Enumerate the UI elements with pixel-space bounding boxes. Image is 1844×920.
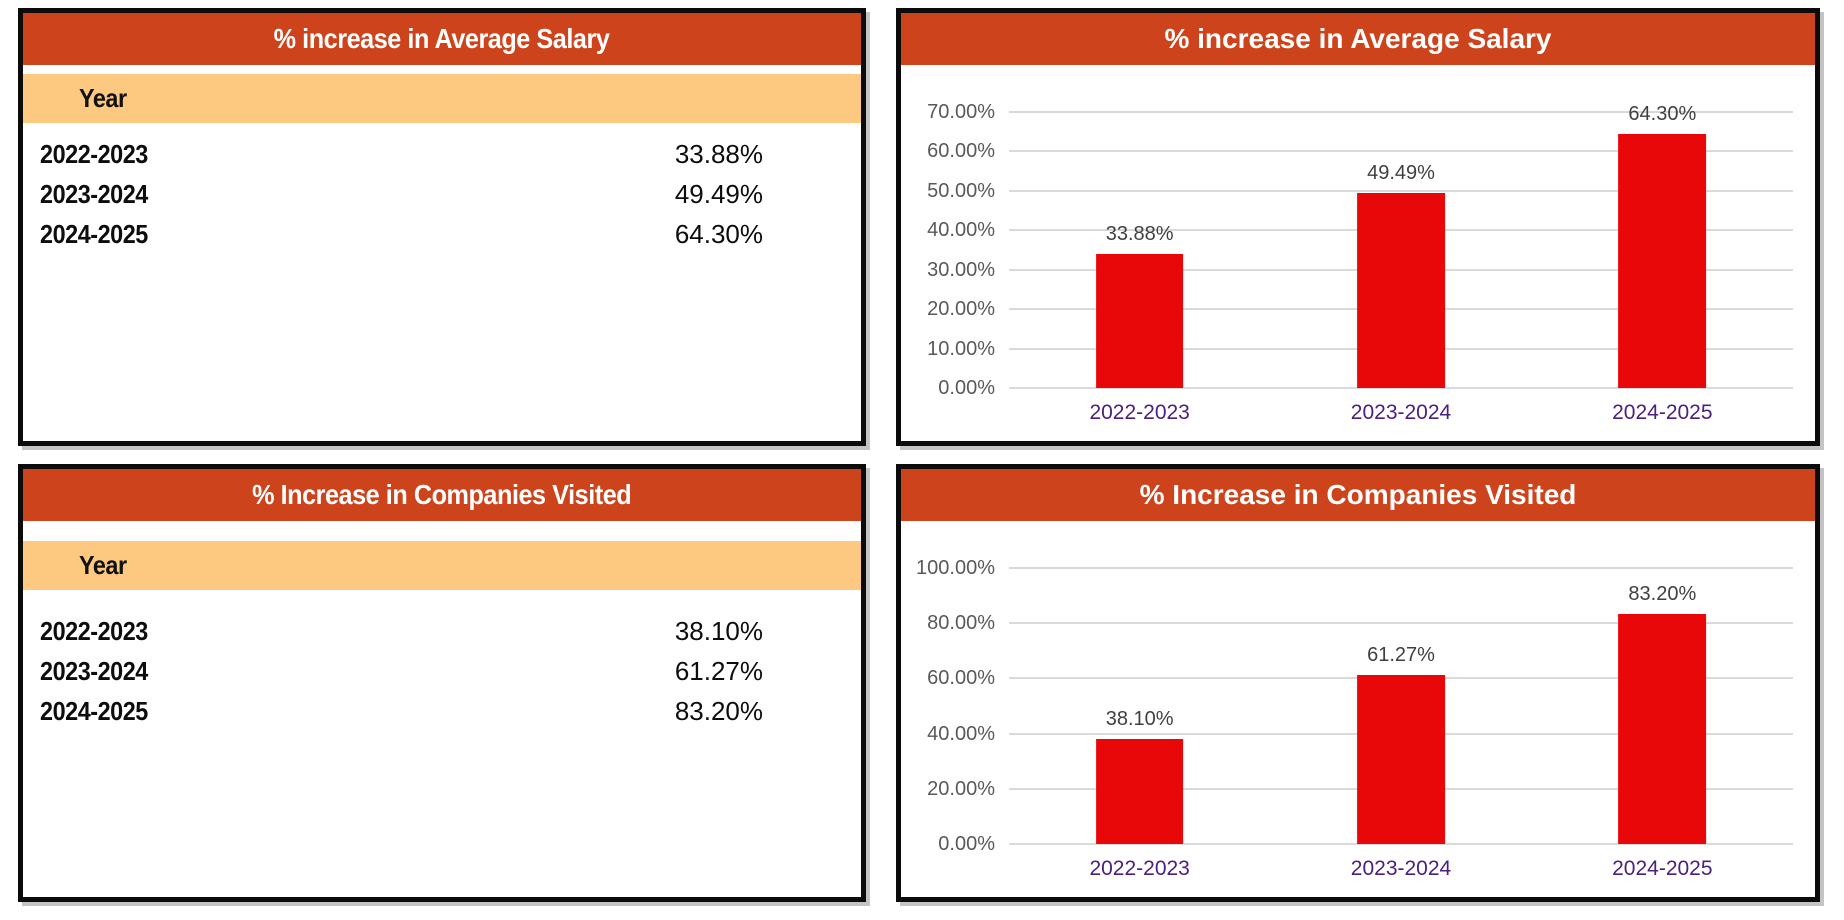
value-cell: 64.30% [674, 218, 763, 249]
year-cell: 2023-2024 [40, 655, 148, 686]
x-axis-tick-label: 2022-2023 [1089, 857, 1190, 880]
salary-chart-title-text: % increase in Average Salary [1164, 23, 1552, 54]
y-axis-tick-label: 60.00% [927, 140, 995, 163]
value-cell: 61.27% [674, 655, 763, 686]
table-row: 2024-2025 64.30% [23, 214, 861, 254]
bar [1095, 738, 1184, 844]
bar-value-label: 64.30% [1628, 103, 1697, 126]
x-axis-tick-label: 2023-2024 [1350, 857, 1452, 880]
gridline [1009, 150, 1793, 153]
gridline [1009, 622, 1793, 625]
year-cell: 2022-2023 [40, 615, 148, 646]
gridline [1009, 189, 1793, 192]
companies-table-header-row: Year [23, 541, 861, 590]
y-axis-tick-label: 70.00% [927, 101, 995, 123]
y-axis-tick-label: 100.00% [916, 557, 995, 579]
companies-chart: 0.00% 20.00% 40.00% 60.00% 80.00% 100.00% 38.1… [901, 521, 1815, 897]
salary-chart-panel: % increase in Average Salary 0.00% 10.00%… [896, 8, 1820, 446]
value-cell: 49.49% [674, 178, 763, 209]
y-axis-tick-label: 50.00% [927, 179, 995, 202]
bar [1618, 134, 1707, 388]
table-row: 2022-2023 33.88% [23, 134, 861, 174]
y-axis-tick-label: 20.00% [927, 777, 995, 800]
spacer [23, 521, 861, 541]
bar [1618, 614, 1707, 844]
companies-table-title: % Increase in Companies Visited [23, 469, 861, 521]
gridline [1009, 567, 1793, 569]
bar-value-label: 33.88% [1105, 223, 1174, 246]
y-axis-tick-label: 40.00% [927, 219, 995, 242]
bar [1095, 254, 1184, 388]
table-row: 2023-2024 49.49% [23, 174, 861, 214]
table-row: 2022-2023 38.10% [23, 611, 861, 651]
value-cell: 33.88% [674, 138, 763, 169]
bar-value-label: 49.49% [1367, 161, 1435, 184]
gridline [1009, 387, 1793, 389]
companies-table-panel: % Increase in Companies Visited Year 202… [18, 464, 866, 902]
bar [1357, 674, 1445, 844]
value-cell: 83.20% [674, 695, 763, 726]
spacer [23, 65, 861, 74]
companies-chart-panel: % Increase in Companies Visited 0.00% 20.… [896, 464, 1820, 902]
x-axis-tick-label: 2024-2025 [1612, 401, 1713, 424]
bar-value-label: 83.20% [1628, 583, 1697, 606]
value-cell: 38.10% [674, 615, 763, 646]
y-axis-tick-label: 0.00% [938, 377, 995, 399]
bar-value-label: 61.27% [1367, 643, 1435, 666]
salary-chart-title: % increase in Average Salary [901, 13, 1815, 65]
bar [1357, 192, 1445, 388]
y-axis-tick-label: 30.00% [927, 258, 995, 281]
year-cell: 2024-2025 [40, 218, 148, 249]
salary-chart-plot-area: 0.00% 10.00% 20.00% 30.00% 40.00% 50.00% 60.00… [927, 102, 1793, 423]
y-axis-tick-label: 80.00% [927, 612, 995, 635]
salary-table-title: % increase in Average Salary [23, 13, 861, 65]
table-row: 2023-2024 61.27% [23, 651, 861, 691]
companies-chart-title: % Increase in Companies Visited [901, 469, 1815, 521]
companies-chart-plot-area: 0.00% 20.00% 40.00% 60.00% 80.00% 100.00% 38.1… [916, 558, 1793, 879]
spacer [23, 590, 861, 611]
salary-table-panel: % increase in Average Salary Year 2022-2… [18, 8, 866, 446]
companies-table-title-text: % Increase in Companies Visited [252, 479, 632, 510]
year-cell: 2022-2023 [40, 138, 148, 169]
y-axis-tick-label: 0.00% [938, 833, 995, 855]
x-axis-tick-label: 2022-2023 [1089, 401, 1190, 424]
year-column-header: Year [79, 550, 127, 580]
bar-value-label: 38.10% [1105, 707, 1174, 730]
salary-chart: 0.00% 10.00% 20.00% 30.00% 40.00% 50.00% 60.00… [901, 65, 1815, 441]
y-axis-tick-label: 20.00% [927, 298, 995, 321]
spacer [23, 123, 861, 134]
x-axis-tick-label: 2023-2024 [1350, 401, 1452, 424]
companies-chart-title-text: % Increase in Companies Visited [1139, 479, 1577, 510]
y-axis-tick-label: 40.00% [927, 722, 995, 745]
x-axis-tick-label: 2024-2025 [1612, 857, 1713, 880]
salary-table-header-row: Year [23, 74, 861, 123]
gridline [1009, 843, 1793, 845]
gridline [1009, 111, 1793, 113]
year-cell: 2023-2024 [40, 178, 148, 209]
table-row: 2024-2025 83.20% [23, 691, 861, 731]
y-axis-tick-label: 60.00% [927, 667, 995, 690]
year-cell: 2024-2025 [40, 695, 148, 726]
y-axis-tick-label: 10.00% [927, 337, 995, 360]
salary-table-title-text: % increase in Average Salary [274, 23, 610, 54]
year-column-header: Year [79, 83, 127, 113]
